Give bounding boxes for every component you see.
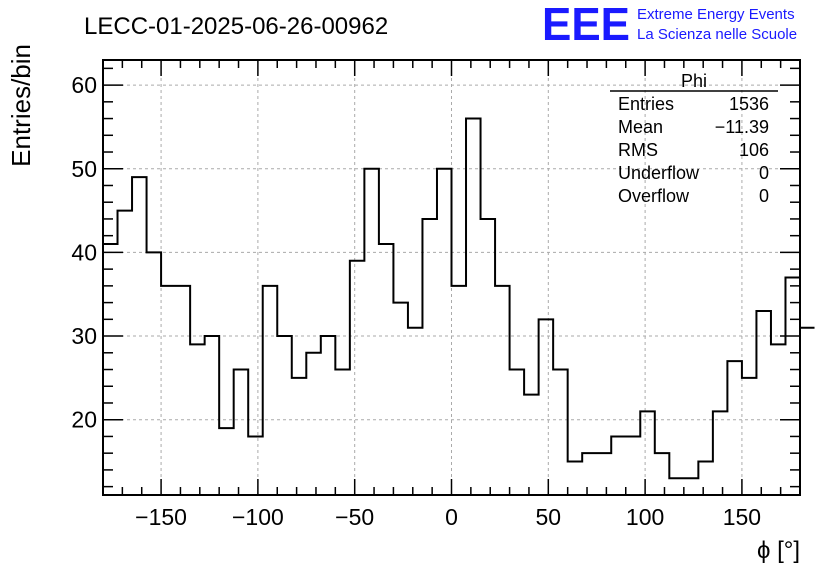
histogram-bin <box>452 286 467 495</box>
histogram-bin <box>481 219 496 495</box>
stats-label-mean: Mean <box>618 117 663 137</box>
histogram-bin <box>321 336 336 495</box>
stats-label-entries: Entries <box>618 94 674 114</box>
histogram-bin <box>727 361 742 495</box>
histogram-bin <box>393 303 408 495</box>
histogram-outline <box>103 117 815 480</box>
histogram-bin <box>568 462 583 495</box>
y-tick-label: 50 <box>71 156 97 182</box>
histogram-bin <box>655 453 670 495</box>
x-axis-label: ϕ [°] <box>757 537 800 564</box>
y-tick-label: 60 <box>71 72 97 98</box>
histogram-bin <box>234 370 249 495</box>
histogram-bin <box>640 411 655 495</box>
project-subtitle: La Scienza nelle Scuole <box>637 26 797 43</box>
histogram-bin <box>306 353 321 495</box>
histogram-bin <box>248 436 263 495</box>
histogram-bin <box>742 378 757 495</box>
x-tick-label: −100 <box>232 504 284 530</box>
histogram-bin <box>292 378 307 495</box>
stats-value-underflow: 0 <box>759 163 769 183</box>
eee-logo: EEE <box>542 0 630 50</box>
x-tick-label: 100 <box>626 504 664 530</box>
x-tick-label: −50 <box>335 504 374 530</box>
histogram-bin <box>582 453 597 495</box>
y-axis-label: Entries/bin <box>6 44 36 167</box>
chart-title: LECC-01-2025-06-26-00962 <box>84 13 388 40</box>
stats-value-overflow: 0 <box>759 186 769 206</box>
histogram-bin <box>669 478 684 495</box>
histogram-bin <box>219 428 234 495</box>
histogram-bin <box>510 370 525 495</box>
histogram-bin <box>539 319 554 495</box>
stats-value-mean: −11.39 <box>715 117 769 137</box>
histogram-bin <box>553 370 568 495</box>
histogram-bin <box>161 286 176 495</box>
histogram-bin <box>350 261 365 495</box>
x-tick-label: 150 <box>723 504 761 530</box>
y-tick-label: 30 <box>71 323 97 349</box>
histogram-bin <box>408 328 423 495</box>
histogram-bin <box>379 244 394 495</box>
histogram-bin <box>684 478 699 495</box>
histogram-bin <box>597 453 612 495</box>
histogram-bin <box>800 328 815 495</box>
y-axis: 20 30 40 50 60 <box>71 67 800 488</box>
histogram-bin <box>437 169 452 495</box>
histogram-bin <box>205 336 220 495</box>
histogram-bin <box>698 462 713 495</box>
histogram-bin <box>190 344 205 495</box>
histogram-bin <box>263 286 278 495</box>
project-name: Extreme Energy Events <box>637 6 795 23</box>
stats-value-entries: 1536 <box>729 94 769 114</box>
stats-label-underflow: Underflow <box>618 163 700 183</box>
x-tick-label: 0 <box>445 504 458 530</box>
histogram-bin <box>524 395 539 495</box>
x-axis: −150 −100 −50 0 50 100 150 <box>102 60 801 530</box>
histogram-bin <box>176 286 191 495</box>
histogram-bin <box>277 336 292 495</box>
histogram-bin <box>626 436 641 495</box>
histogram-bin <box>364 169 379 495</box>
stats-label-overflow: Overflow <box>618 186 690 206</box>
histogram-bin <box>495 286 510 495</box>
histogram-bin <box>335 370 350 495</box>
x-tick-label: 50 <box>536 504 562 530</box>
y-tick-label: 40 <box>71 239 97 265</box>
histogram-bin <box>611 436 626 495</box>
stats-box: Phi Entries 1536 Mean −11.39 RMS 106 Und… <box>610 71 778 206</box>
histogram-bin <box>118 211 133 495</box>
histogram-bin <box>713 411 728 495</box>
x-tick-label: −150 <box>135 504 187 530</box>
histogram-bin <box>466 119 481 495</box>
histogram-series <box>103 117 815 495</box>
histogram-bin <box>756 311 771 495</box>
histogram-bin <box>147 252 162 495</box>
stats-value-rms: 106 <box>739 140 769 160</box>
histogram-bin <box>422 219 437 495</box>
stats-label-rms: RMS <box>618 140 658 160</box>
y-tick-label: 20 <box>71 407 97 433</box>
stats-title: Phi <box>681 71 707 91</box>
